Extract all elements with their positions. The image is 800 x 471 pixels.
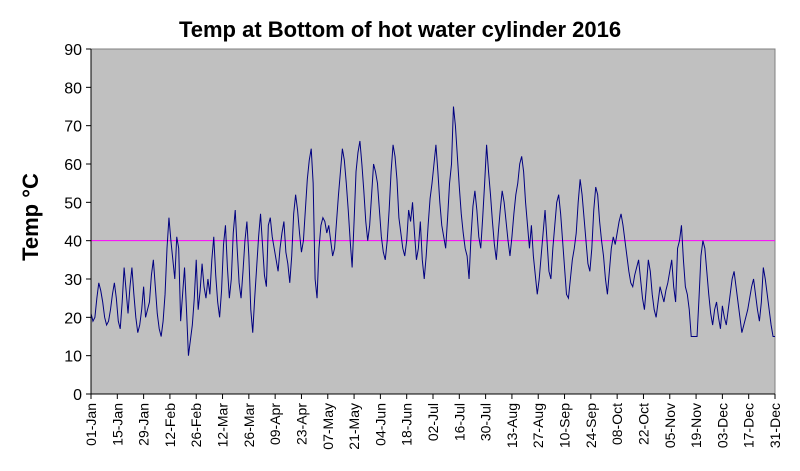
x-tick-label: 07-May: [320, 403, 336, 450]
x-tick-label: 23-Apr: [293, 403, 309, 445]
chart-title: Temp at Bottom of hot water cylinder 201…: [179, 17, 621, 42]
y-tick-label: 70: [64, 119, 82, 136]
y-tick-label: 10: [64, 349, 82, 366]
y-axis: 0 10 20 30 40 50 60 70 80 90: [64, 42, 92, 404]
plot-area: [90, 48, 776, 395]
x-tick-label: 12-Feb: [162, 403, 178, 448]
x-tick-label: 02-Jul: [425, 403, 441, 441]
x-tick-label: 04-Jun: [372, 403, 388, 446]
y-tick-label: 40: [64, 234, 82, 251]
x-tick-label: 27-Aug: [530, 403, 546, 448]
y-tick-label: 0: [73, 387, 82, 404]
y-tick-label: 20: [64, 310, 82, 327]
y-axis-title: Temp °C: [18, 173, 43, 261]
x-tick-label: 19-Nov: [688, 403, 704, 448]
x-tick-label: 18-Jun: [399, 403, 415, 446]
x-tick-label: 03-Dec: [714, 403, 730, 448]
x-tick-label: 13-Aug: [504, 403, 520, 448]
x-tick-label: 16-Jul: [451, 403, 467, 441]
x-tick-label: 29-Jan: [136, 403, 152, 446]
y-tick-label: 50: [64, 195, 82, 212]
y-tick-label: 30: [64, 272, 82, 289]
x-tick-label: 15-Jan: [109, 403, 125, 446]
x-tick-label: 05-Nov: [662, 403, 678, 448]
x-tick-label: 31-Dec: [767, 403, 783, 448]
series-line: [90, 106, 775, 356]
x-tick-label: 09-Apr: [267, 403, 283, 445]
x-tick-label: 30-Jul: [478, 403, 494, 441]
x-tick-label: 22-Oct: [635, 403, 651, 445]
x-tick-label: 21-May: [346, 403, 362, 450]
x-tick-label: 26-Mar: [241, 403, 257, 448]
x-tick-label: 17-Dec: [741, 403, 757, 448]
x-tick-label: 12-Mar: [215, 403, 231, 448]
y-tick-label: 60: [64, 157, 82, 174]
y-tick-label: 90: [64, 42, 82, 59]
x-tick-label: 24-Sep: [583, 403, 599, 448]
x-axis: 01-Jan 15-Jan 29-Jan 12-Feb 26-Feb 12-Mar 26-M…: [83, 393, 783, 450]
series-group: [90, 106, 775, 356]
x-tick-label: 08-Oct: [609, 403, 625, 445]
x-tick-label: 26-Feb: [188, 403, 204, 448]
x-tick-label: 01-Jan: [83, 403, 99, 446]
y-tick-label: 80: [64, 80, 82, 97]
x-tick-label: 10-Sep: [557, 403, 573, 448]
